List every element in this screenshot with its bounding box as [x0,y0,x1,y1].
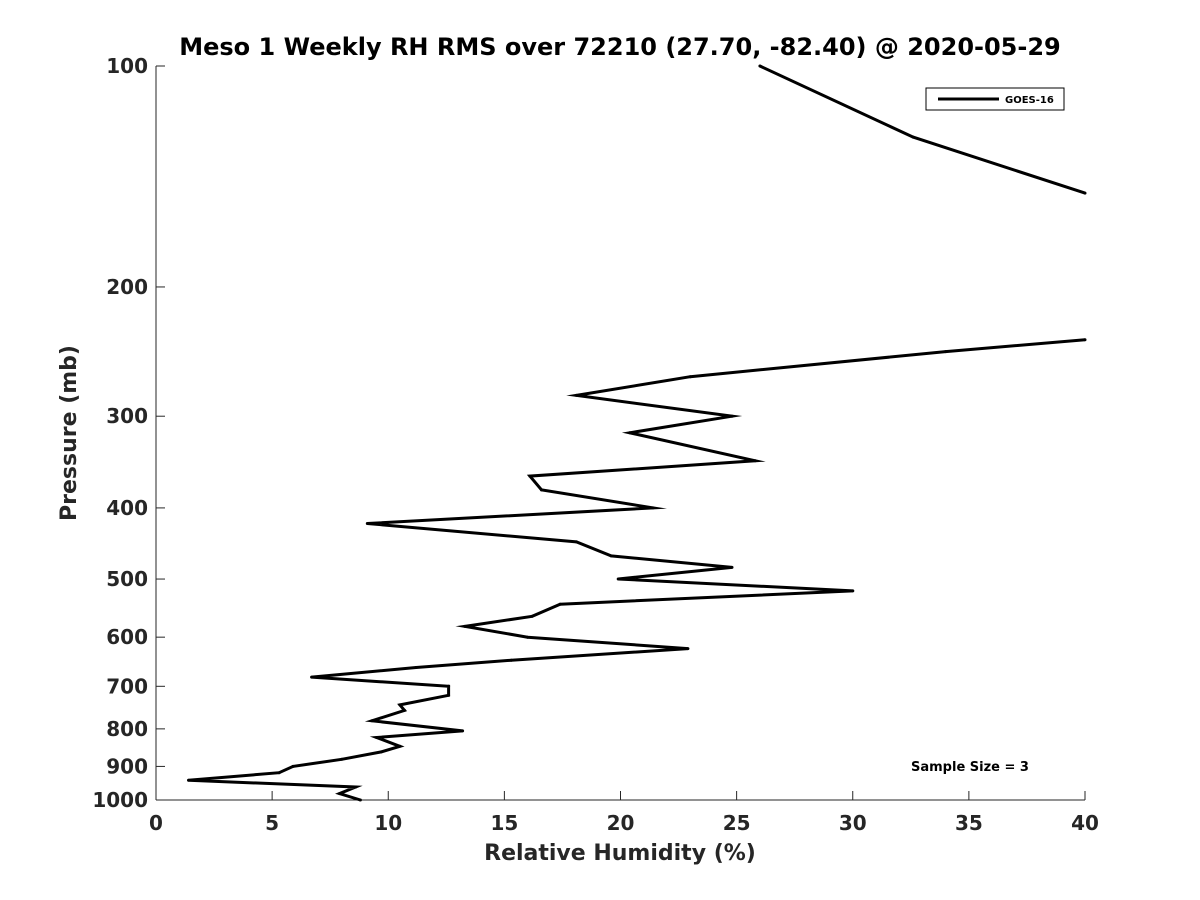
data-point-goes-16-2-38 [354,785,358,789]
data-point-goes-16-2-10 [651,506,655,510]
data-point-goes-16-2-33 [379,750,383,754]
data-point-goes-16-2-24 [310,675,314,679]
x-tick-label-35: 35 [955,811,983,835]
data-point-goes-16-2-2 [944,350,948,354]
series-line-goes-16-segment-2 [188,338,1086,802]
data-point-goes-16-2-21 [686,647,690,651]
data-point-goes-16-2-30 [461,729,465,733]
y-tick-label-1000: 1000 [92,788,148,812]
data-point-goes-16-2-17 [558,602,562,606]
data-point-goes-16-2-35 [291,764,295,768]
data-point-goes-16-2-23 [414,666,418,669]
y-tick-label-500: 500 [106,567,148,591]
data-point-goes-16-2-14 [730,565,734,569]
data-point-goes-16-1-2 [911,135,915,139]
data-point-goes-16-2-7 [753,459,757,463]
data-point-goes-16-2-1 [1083,338,1087,342]
y-tick-label-600: 600 [106,625,148,649]
data-point-goes-16-2-29 [370,719,374,723]
y-tick-label-300: 300 [106,404,148,428]
data-point-goes-16-2-25 [447,684,451,688]
chart-title: Meso 1 Weekly RH RMS over 72210 (27.70, … [179,33,1061,61]
data-point-goes-16-2-32 [398,744,402,748]
data-point-goes-16-2-13 [609,554,613,558]
y-tick-label-200: 200 [106,275,148,299]
y-tick-label-700: 700 [106,674,148,698]
data-point-goes-16-2-18 [530,614,534,618]
y-tick-label-100: 100 [106,54,148,78]
data-point-goes-16-2-19 [463,624,467,628]
x-tick-label-40: 40 [1071,811,1099,835]
data-point-goes-16-2-8 [528,474,532,478]
data-point-goes-16-2-22 [509,658,513,662]
data-point-goes-16-2-36 [277,771,281,775]
data-point-goes-16-2-37 [187,778,190,782]
x-tick-label-5: 5 [265,811,279,835]
x-ticks: 0 5 10 15 20 25 30 35 40 [149,791,1099,835]
y-tick-label-900: 900 [106,754,148,778]
data-point-goes-16-2-4 [574,393,578,397]
data-point-goes-16-2-40 [358,798,362,802]
series-layer [187,64,1087,802]
legend: GOES-16 [925,87,1065,111]
data-point-goes-16-2-26 [447,693,451,697]
data-point-goes-16-2-9 [540,488,543,492]
data-point-goes-16-2-39 [338,792,341,796]
data-point-goes-16-2-3 [688,375,692,379]
data-point-goes-16-2-5 [730,414,734,418]
data-point-goes-16-2-31 [375,736,379,739]
x-tick-label-15: 15 [490,811,518,835]
legend-label-goes-16: GOES-16 [1005,95,1054,106]
data-point-goes-16-2-28 [403,708,406,712]
data-point-goes-16-2-11 [365,522,369,525]
data-point-goes-16-2-20 [526,635,530,639]
x-axis-title: Relative Humidity (%) [484,841,756,866]
data-point-goes-16-2-6 [628,431,632,435]
x-tick-label-30: 30 [839,811,867,835]
data-point-goes-16-2-27 [398,703,402,707]
y-tick-label-400: 400 [106,496,148,520]
x-tick-label-10: 10 [374,811,402,835]
data-point-goes-16-1-3 [1083,191,1087,195]
x-tick-label-20: 20 [607,811,635,835]
y-tick-label-800: 800 [106,717,148,741]
y-axis-title: Pressure (mb) [57,345,82,521]
y-ticks: 100 200 300 400 500 600 700 800 900 1000 [92,54,165,812]
data-point-goes-16-2-15 [616,577,620,581]
data-point-goes-16-2-34 [340,757,344,761]
sample-size-annotation: Sample Size = 3 [911,760,1029,775]
data-point-goes-16-1-1 [758,64,762,68]
data-point-goes-16-2-16 [851,589,855,593]
x-tick-label-0: 0 [149,811,163,835]
x-tick-label-25: 25 [723,811,751,835]
data-point-goes-16-2-12 [574,540,578,544]
